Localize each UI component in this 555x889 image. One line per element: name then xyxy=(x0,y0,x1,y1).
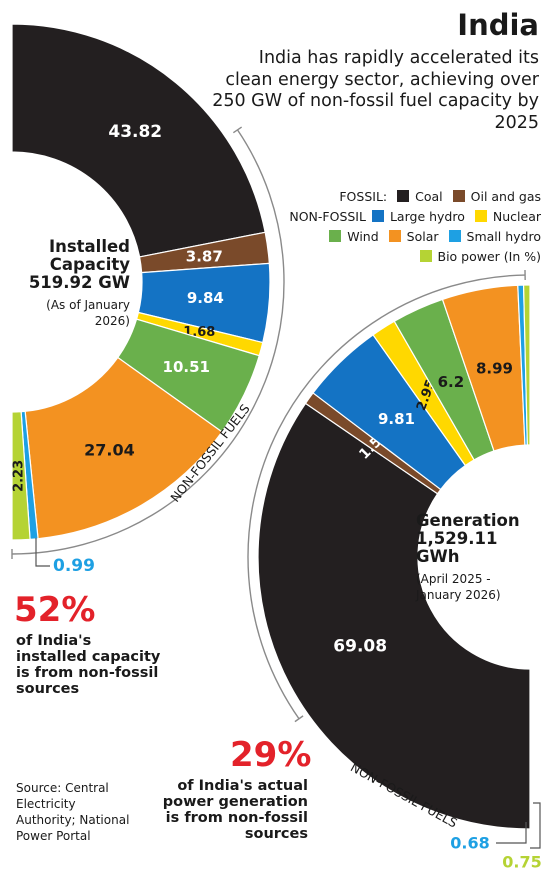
capacity-title-line2: Capacity xyxy=(49,255,130,274)
generation-title-line3: GWh xyxy=(416,547,460,566)
legend-label-wind: Wind xyxy=(347,228,379,244)
legend-label-large-hydro: Large hydro xyxy=(389,208,465,224)
legend-row-nonfossil: NON-FOSSIL Large hydro Nuclear xyxy=(221,206,541,226)
generation-stat-line1: of India's actual xyxy=(177,778,308,794)
capacity-slice-solar xyxy=(24,356,223,540)
source-note: Source: Central Electricity Authority; N… xyxy=(16,780,166,844)
generation-title-line1: Generation xyxy=(416,511,520,530)
capacity-slice-coal xyxy=(11,23,266,258)
legend-row-bio: Bio power (In %) xyxy=(221,246,541,266)
generation-slice-coal xyxy=(257,402,531,830)
generation-stat-text: of India's actual power generation is fr… xyxy=(150,778,308,842)
legend-swatch-nuclear xyxy=(474,210,487,222)
legend-swatch-wind xyxy=(329,230,342,242)
capacity-label-oil-and-gas: 3.87 xyxy=(186,247,223,265)
capacity-stat-percent: 52% xyxy=(14,590,96,630)
legend-swatch-coal xyxy=(397,190,410,202)
generation-label-bio-power: 0.75 xyxy=(502,853,541,872)
legend-swatch-oil-gas xyxy=(452,190,465,202)
capacity-slice-bio-power xyxy=(11,411,31,541)
capacity-label-large-hydro: 9.84 xyxy=(187,289,224,307)
legend-label-bio-power: Bio power (In %) xyxy=(437,248,542,264)
generation-stat-line3: is from non-fossil xyxy=(165,810,308,826)
legend-label-nuclear: Nuclear xyxy=(492,208,541,224)
capacity-stat-line1: of India's xyxy=(16,633,92,649)
capacity-label-bio-power: 2.23 xyxy=(11,460,26,492)
generation-period-line1: (April 2025 - xyxy=(416,572,491,586)
generation-small-hydro-leader xyxy=(496,822,527,844)
capacity-label-small-hydro: 0.99 xyxy=(53,556,95,576)
legend-fossil-label: FOSSIL: xyxy=(339,188,388,204)
capacity-stat-line4: sources xyxy=(16,681,80,697)
capacity-period-line1: (As of January xyxy=(46,298,130,312)
capacity-center-label: Installed Capacity 519.92 GW (As of Janu… xyxy=(10,238,130,329)
legend-swatch-small-hydro xyxy=(448,230,461,242)
capacity-title-line1: Installed xyxy=(48,237,130,256)
generation-nonfossil-bracket xyxy=(247,274,526,720)
capacity-stat-line3: is from non-fossil xyxy=(16,665,159,681)
legend-label-oil-gas: Oil and gas xyxy=(470,188,541,204)
page-subtitle: India has rapidly accelerated its clean … xyxy=(212,48,539,133)
generation-stat-line4: sources xyxy=(244,826,308,842)
generation-stat-percent: 29% xyxy=(230,735,312,775)
page-title: India xyxy=(457,8,539,42)
capacity-nonfossil-bracket-tick xyxy=(232,126,243,134)
generation-label-solar: 8.99 xyxy=(476,359,513,377)
capacity-stat-line2: installed capacity xyxy=(16,649,161,665)
legend-label-coal: Coal xyxy=(415,188,443,204)
legend: FOSSIL: Coal Oil and gas NON-FOSSIL Larg… xyxy=(221,186,541,266)
capacity-label-coal: 43.82 xyxy=(108,122,162,142)
generation-label-large-hydro: 9.81 xyxy=(378,410,415,428)
legend-swatch-bio-power xyxy=(419,250,432,262)
source-line3: Authority; National xyxy=(16,813,130,827)
legend-row-fossil: FOSSIL: Coal Oil and gas xyxy=(221,186,541,206)
legend-swatch-large-hydro xyxy=(371,210,384,222)
capacity-nonfossil-bracket xyxy=(11,129,285,555)
legend-row-renewables: Wind Solar Small hydro xyxy=(221,226,541,246)
capacity-value: 519.92 GW xyxy=(28,273,130,292)
generation-period-line2: January 2026) xyxy=(416,588,501,602)
generation-center-label: Generation 1,529.11 GWh (April 2025 - Ja… xyxy=(416,512,536,603)
generation-label-wind: 6.2 xyxy=(438,373,465,391)
legend-swatch-solar xyxy=(388,230,401,242)
generation-label-coal: 69.08 xyxy=(333,637,387,657)
source-line2: Electricity xyxy=(16,797,76,811)
capacity-label-solar: 27.04 xyxy=(84,440,135,459)
generation-bio-leader xyxy=(530,802,541,849)
source-line1: Source: Central xyxy=(16,781,109,795)
legend-label-small-hydro: Small hydro xyxy=(466,228,541,244)
generation-stat-line2: power generation xyxy=(162,794,308,810)
capacity-stat-text: of India's installed capacity is from no… xyxy=(16,633,160,697)
capacity-small-hydro-leader xyxy=(35,538,50,567)
capacity-label-wind: 10.51 xyxy=(163,358,210,376)
legend-nonfossil-label: NON-FOSSIL xyxy=(289,208,366,224)
capacity-period-line2: 2026) xyxy=(94,314,130,328)
generation-nonfossil-bracket-tick xyxy=(294,715,304,723)
generation-title-line2: 1,529.11 xyxy=(416,529,498,548)
legend-label-solar: Solar xyxy=(406,228,439,244)
generation-slice-bio-power xyxy=(522,284,531,446)
source-line4: Power Portal xyxy=(16,829,91,843)
generation-donut: 69.081.519.812.956.28.990.680.75 xyxy=(257,284,542,872)
generation-label-small-hydro: 0.68 xyxy=(450,834,489,853)
